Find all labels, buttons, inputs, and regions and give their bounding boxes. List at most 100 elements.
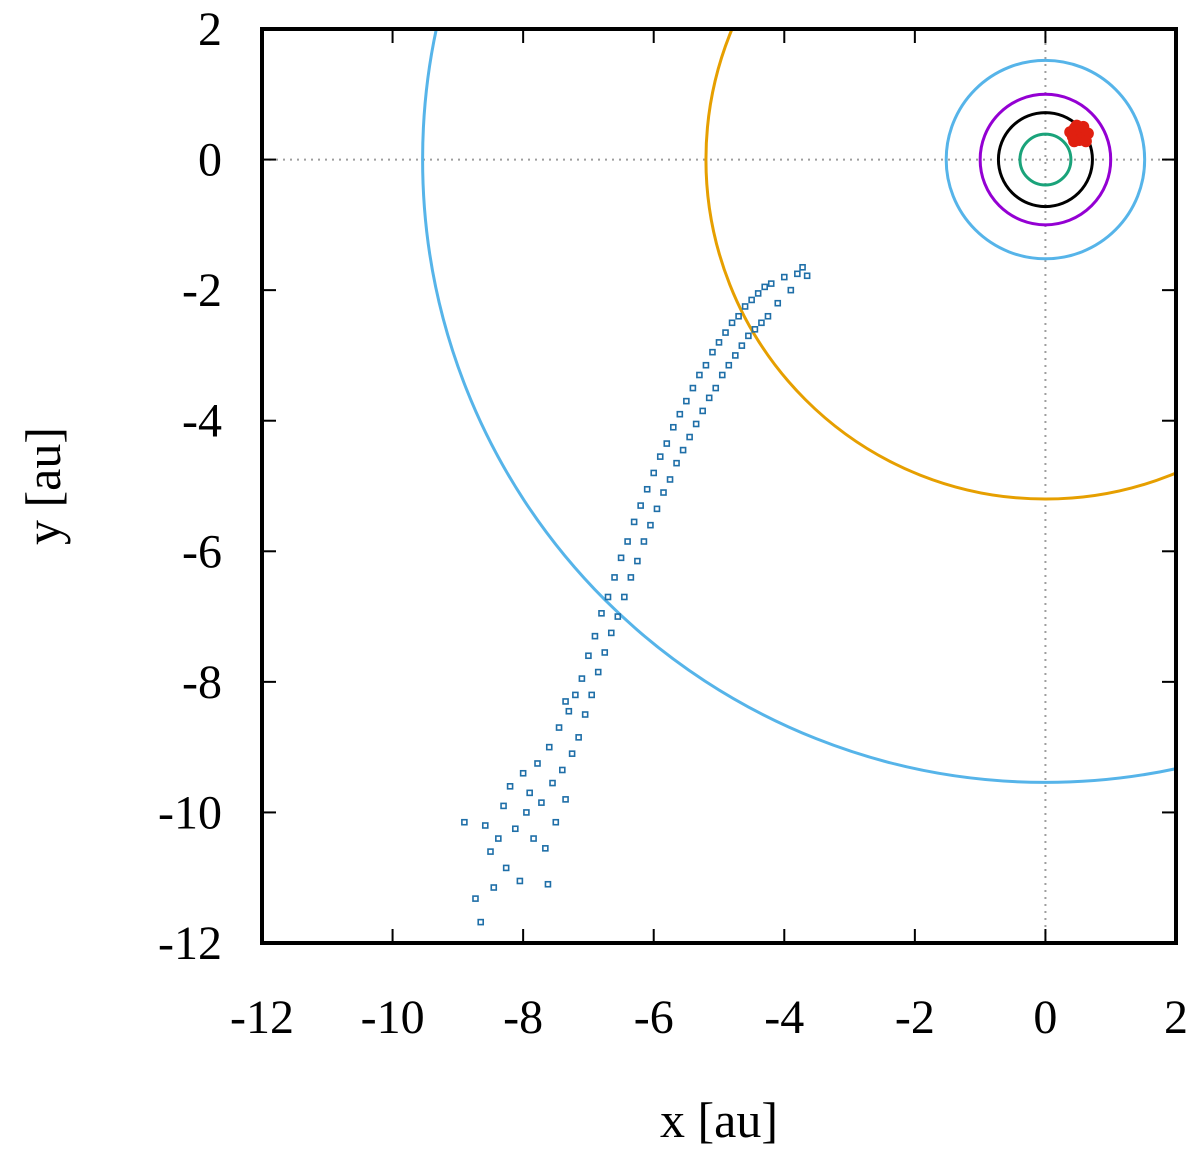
scatter-point bbox=[572, 691, 579, 699]
axis-tick-labels: -12 -10 -8 -6 -4 -2 0 2 -12 -10 -8 -6 -4 -2 0 2 bbox=[158, 3, 1188, 1044]
scatter-point bbox=[660, 489, 667, 496]
scatter-point bbox=[568, 750, 576, 757]
scatter-point bbox=[699, 407, 706, 415]
scatter-point bbox=[689, 384, 697, 392]
scatter-point bbox=[578, 675, 586, 682]
y-tick-label: -12 bbox=[158, 917, 222, 970]
scatter-point bbox=[787, 286, 795, 294]
scatter-point bbox=[559, 766, 566, 774]
scatter-point bbox=[712, 384, 720, 392]
scatter-point bbox=[512, 825, 519, 833]
x-tick-label: 0 bbox=[1033, 991, 1057, 1044]
scatter-point bbox=[545, 743, 553, 751]
scatter-point bbox=[617, 554, 625, 562]
scatter-point bbox=[542, 845, 549, 852]
scatter-point bbox=[767, 280, 775, 287]
x-axis-title: x [au] bbox=[660, 1092, 778, 1148]
scatter-point bbox=[745, 332, 752, 340]
scatter-point bbox=[461, 818, 468, 826]
scatter-point bbox=[487, 848, 494, 855]
scatter-point bbox=[502, 864, 510, 872]
y-tick-label: -4 bbox=[182, 395, 222, 448]
scatter-point bbox=[516, 877, 524, 885]
scatter-point bbox=[506, 783, 514, 790]
scatter-point-red bbox=[1068, 135, 1081, 148]
x-tick-label: -12 bbox=[230, 991, 294, 1044]
scatter-point bbox=[472, 895, 479, 902]
scatter-point bbox=[748, 296, 755, 304]
y-axis-title: y [au] bbox=[15, 427, 71, 545]
scatter-point bbox=[585, 652, 592, 660]
scatter-point bbox=[738, 342, 746, 349]
scatter-point bbox=[676, 410, 684, 418]
scatter-point bbox=[538, 799, 545, 806]
y-tick-label: 0 bbox=[198, 134, 222, 187]
scatter-point bbox=[588, 691, 595, 699]
scatter-point bbox=[519, 769, 527, 777]
scatter-point bbox=[640, 538, 648, 545]
scatter-point bbox=[758, 319, 765, 327]
axis-ticks bbox=[261, 28, 1177, 944]
orbit-circle-2 bbox=[996, 111, 1094, 209]
scatter-point bbox=[594, 668, 602, 676]
scatter-point bbox=[761, 283, 769, 291]
scatter-point bbox=[764, 312, 772, 320]
scatter-point bbox=[634, 557, 641, 565]
scatter-point bbox=[718, 371, 726, 379]
scatter-point bbox=[666, 476, 674, 483]
y-tick-label: -10 bbox=[158, 786, 222, 839]
scatter-point bbox=[683, 397, 690, 405]
scatter-point bbox=[562, 698, 569, 705]
scatter-point bbox=[477, 918, 485, 926]
x-tick-label: 2 bbox=[1164, 991, 1188, 1044]
scatter-point bbox=[495, 835, 502, 842]
orbit-circle-4 bbox=[944, 58, 1147, 261]
scatter-point bbox=[614, 613, 622, 620]
scatter-point bbox=[679, 446, 687, 454]
scatter-point bbox=[728, 319, 736, 327]
scatter-point bbox=[637, 502, 644, 509]
x-tick-label: -6 bbox=[634, 991, 674, 1044]
scatter-point bbox=[794, 270, 801, 278]
scatter-point bbox=[686, 433, 693, 441]
scatter-point bbox=[653, 505, 661, 513]
scatter-point bbox=[530, 835, 537, 842]
scatter-point bbox=[552, 818, 560, 826]
orbit-circle-6 bbox=[421, 29, 1176, 784]
scatter-point bbox=[663, 440, 671, 447]
scatter-point bbox=[534, 760, 541, 767]
plot-frame bbox=[260, 27, 1178, 945]
scatter-point bbox=[702, 361, 710, 369]
scatter-point bbox=[621, 593, 628, 601]
scatter-point bbox=[751, 326, 759, 333]
scatter-point bbox=[581, 711, 589, 718]
scatter-point bbox=[709, 348, 716, 356]
scatter-point bbox=[544, 880, 552, 888]
scatter-point-red bbox=[1079, 135, 1092, 148]
orbit-circle-5 bbox=[704, 29, 1176, 501]
scatter-point bbox=[481, 822, 489, 829]
scatter-points bbox=[461, 119, 1094, 926]
scatter-point bbox=[627, 574, 635, 581]
scatter-point bbox=[705, 394, 713, 402]
scatter-point bbox=[722, 329, 729, 336]
scatter-point bbox=[774, 299, 782, 307]
scatter-point bbox=[735, 312, 742, 320]
scatter-point bbox=[562, 796, 569, 803]
scatter-point bbox=[647, 521, 654, 529]
scatter-point bbox=[604, 593, 612, 601]
scatter-point bbox=[799, 263, 806, 271]
scatter-point bbox=[591, 632, 599, 640]
scatter-point bbox=[715, 339, 723, 346]
scatter-point bbox=[780, 273, 788, 281]
scatter-point bbox=[656, 453, 664, 460]
scatter-point bbox=[673, 459, 680, 467]
scatter-point bbox=[601, 649, 609, 656]
y-tick-label: -6 bbox=[182, 525, 222, 578]
scatter-point bbox=[555, 724, 563, 731]
scatter-point bbox=[643, 485, 651, 493]
scatter-point bbox=[692, 420, 700, 428]
scatter-point bbox=[803, 272, 811, 280]
scatter-point bbox=[732, 352, 739, 359]
